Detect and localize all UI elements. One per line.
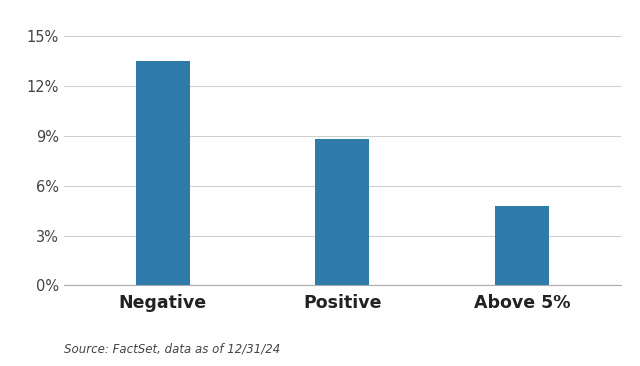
Bar <box>495 206 549 285</box>
Bar <box>316 139 369 285</box>
Bar <box>136 61 189 285</box>
Text: Source: FactSet, data as of 12/31/24: Source: FactSet, data as of 12/31/24 <box>64 342 280 355</box>
